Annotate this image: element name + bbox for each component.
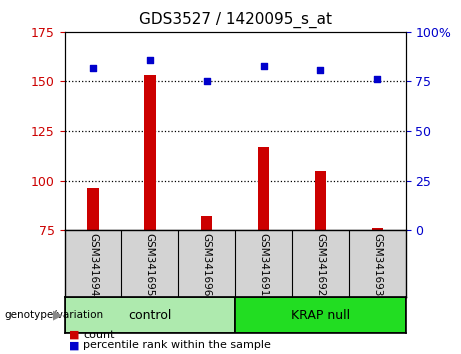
Point bbox=[146, 57, 154, 62]
Text: control: control bbox=[128, 309, 171, 321]
Text: KRAP null: KRAP null bbox=[291, 309, 350, 321]
Text: ▶: ▶ bbox=[53, 309, 63, 321]
Point bbox=[373, 76, 381, 82]
Bar bbox=[87, 188, 99, 230]
Bar bbox=[315, 171, 326, 230]
Text: GSM341691: GSM341691 bbox=[259, 234, 269, 297]
Text: GSM341692: GSM341692 bbox=[315, 234, 325, 297]
Text: genotype/variation: genotype/variation bbox=[5, 310, 104, 320]
Text: ■: ■ bbox=[69, 340, 80, 350]
Text: GSM341696: GSM341696 bbox=[201, 234, 212, 297]
Bar bbox=[65, 297, 235, 333]
Bar bbox=[258, 147, 269, 230]
Point bbox=[317, 67, 324, 72]
Text: GSM341695: GSM341695 bbox=[145, 234, 155, 297]
Bar bbox=[235, 297, 406, 333]
Text: ■: ■ bbox=[69, 330, 80, 339]
Text: GSM341694: GSM341694 bbox=[88, 234, 98, 297]
Text: count: count bbox=[83, 330, 114, 339]
Bar bbox=[144, 75, 155, 230]
Bar bbox=[372, 228, 383, 230]
Point bbox=[203, 79, 210, 84]
Bar bbox=[201, 216, 213, 230]
Point bbox=[89, 65, 97, 70]
Point bbox=[260, 63, 267, 68]
Text: percentile rank within the sample: percentile rank within the sample bbox=[83, 340, 271, 350]
Title: GDS3527 / 1420095_s_at: GDS3527 / 1420095_s_at bbox=[139, 12, 331, 28]
Text: GSM341693: GSM341693 bbox=[372, 234, 382, 297]
